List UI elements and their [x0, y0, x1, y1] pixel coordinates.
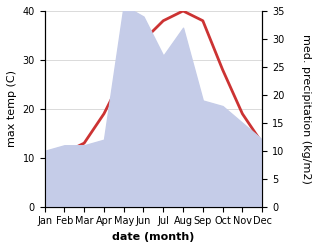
Y-axis label: max temp (C): max temp (C): [7, 70, 17, 147]
X-axis label: date (month): date (month): [112, 232, 195, 242]
Y-axis label: med. precipitation (kg/m2): med. precipitation (kg/m2): [301, 34, 311, 184]
